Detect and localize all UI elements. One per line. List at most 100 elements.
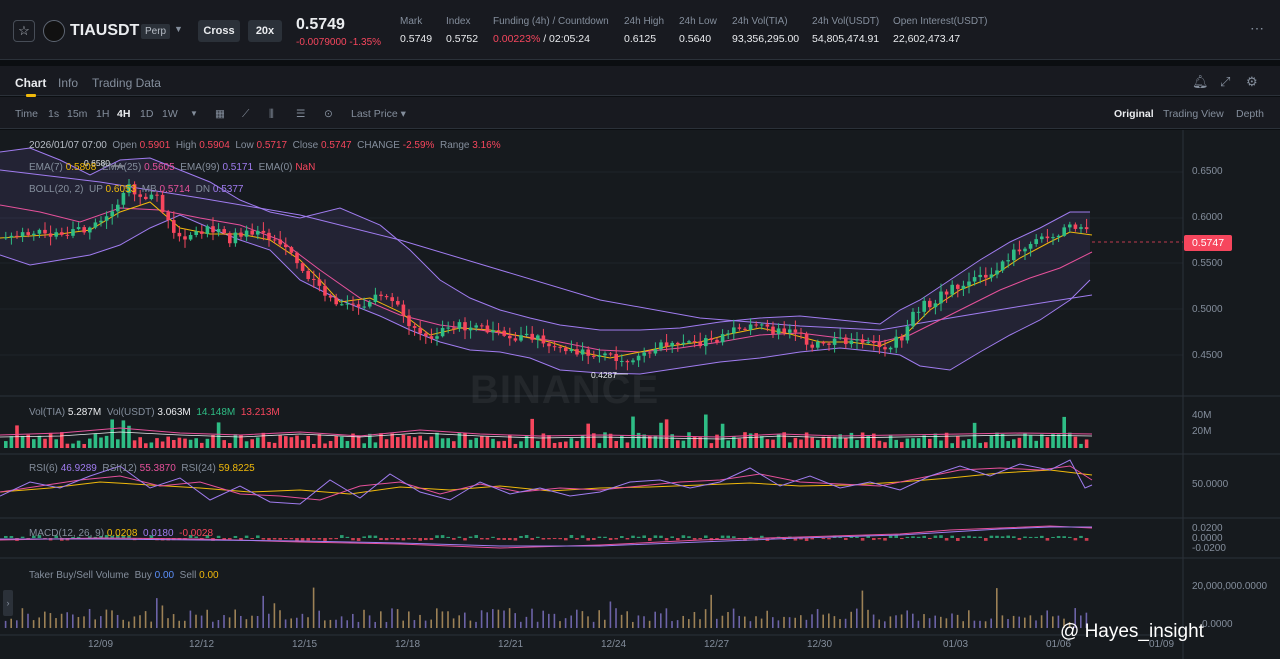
macd-bar (362, 536, 366, 538)
chart-area[interactable]: 0.6580 0.4287 BINANCE 2026/01/07 07:00 O… (0, 130, 1280, 659)
macd-bar (205, 535, 210, 538)
macd-bar (446, 536, 450, 538)
volume-bar (104, 435, 109, 448)
expand-icon[interactable]: ⤢ (1220, 74, 1231, 89)
volume-bar (670, 434, 674, 448)
candle-body (1034, 239, 1038, 245)
macd-bar (356, 538, 361, 541)
settings-icon[interactable]: ⚙ (1246, 74, 1258, 89)
candle-body (995, 270, 999, 275)
taker-bar (413, 620, 416, 628)
panel-collapse-handle[interactable]: › (3, 590, 13, 616)
view-trading-view[interactable]: Trading View (1163, 108, 1224, 120)
candle-body (900, 336, 904, 341)
volume-axis-tick: 40M (1192, 410, 1212, 421)
macd-bar (1040, 535, 1044, 538)
taker-bar (10, 618, 12, 628)
taker-bar (766, 610, 768, 628)
macd-bar (1062, 536, 1066, 538)
taker-bar (559, 621, 561, 628)
taker-bar (917, 620, 920, 628)
macd-bar (104, 535, 109, 538)
taker-bar (637, 615, 640, 628)
ellipsis-icon[interactable]: ⋯ (1250, 20, 1264, 36)
taker-bar (318, 610, 320, 628)
macd-bar (754, 538, 758, 541)
macd-bar (838, 536, 842, 538)
volume-bar (664, 419, 669, 448)
interval-1w[interactable]: 1W (162, 108, 178, 120)
symbol-dropdown-icon[interactable]: ▼ (174, 24, 183, 34)
interval-1s[interactable]: 1s (48, 108, 60, 120)
macd-bar (900, 538, 904, 540)
volume-bar (379, 433, 383, 448)
leverage-button[interactable]: 20x (248, 20, 282, 42)
macd-axis-tick: -0.0200 (1192, 543, 1226, 554)
macd-bar (9, 536, 14, 538)
macd-bar (620, 536, 624, 538)
candle-body (149, 194, 154, 200)
volume-bar (267, 441, 271, 448)
candle-body (754, 324, 758, 326)
taker-bar (912, 613, 914, 628)
volume-bar (82, 443, 86, 448)
drawing-tools-icon[interactable]: ☰ (296, 108, 306, 120)
symbol-name[interactable]: TIAUSDT (70, 22, 140, 39)
view-depth[interactable]: Depth (1236, 108, 1265, 120)
volume-bar (424, 440, 428, 448)
taker-bar (643, 616, 645, 628)
interval-4h[interactable]: 4H (117, 108, 131, 120)
taker-bar (581, 611, 584, 628)
price-source-select[interactable]: Last Price ▾ (351, 108, 406, 120)
taker-axis-tick: 0.0000 (1202, 619, 1233, 630)
macd-bar (317, 538, 322, 540)
taker-bar (531, 608, 533, 628)
bell-icon[interactable]: 🔔︎ (1192, 74, 1209, 89)
view-original[interactable]: Original (1114, 108, 1154, 120)
tab-trading-data[interactable]: Trading Data (92, 76, 161, 90)
chart-toolbar: Time 1s 15m 1H 4H 1D 1W ▼ ▦ ⟋ ⫼ ☰ ⊙ Last… (0, 97, 1280, 129)
taker-bar (396, 609, 399, 628)
taker-bar (783, 616, 785, 628)
taker-bar (144, 611, 147, 628)
volume-bar (474, 437, 478, 448)
volume-bar (373, 442, 378, 448)
volume-bar (816, 440, 820, 448)
volume-bar (961, 440, 966, 448)
taker-bar (676, 620, 679, 628)
taker-bar (710, 594, 712, 628)
favorite-star-icon[interactable]: ☆ (13, 20, 35, 42)
tab-chart[interactable]: Chart (15, 76, 47, 90)
interval-1d[interactable]: 1D (140, 108, 154, 120)
interval-15m[interactable]: 15m (67, 108, 88, 120)
macd-bar (564, 538, 568, 541)
taker-bar (1046, 610, 1048, 628)
volume-bar (748, 433, 753, 448)
taker-bar (424, 620, 427, 628)
candle-type-icon[interactable]: ⫼ (269, 108, 274, 120)
tab-info[interactable]: Info (58, 76, 79, 90)
margin-mode-button[interactable]: Cross (198, 20, 240, 42)
interval-1h[interactable]: 1H (96, 108, 110, 120)
volume-bar (536, 441, 540, 448)
volume-bar (9, 436, 14, 448)
target-icon[interactable]: ⊙ (324, 108, 333, 120)
candle-body (715, 339, 719, 343)
taker-bar (822, 614, 824, 628)
volume-bar (160, 441, 165, 448)
candle-body (424, 333, 428, 337)
indicator-icon[interactable]: ⟋ (242, 108, 250, 120)
volume-bar (956, 436, 960, 448)
volume-bar (384, 439, 389, 448)
calendar-icon[interactable]: ▦ (215, 108, 225, 120)
stat-value: 0.5749 (400, 33, 433, 45)
volume-bar (715, 434, 719, 448)
candle-body (211, 226, 215, 233)
candle-body (362, 306, 366, 308)
candle-body (771, 326, 775, 334)
candle-body (463, 322, 467, 331)
interval-dropdown-icon[interactable]: ▼ (190, 109, 198, 118)
volume-bar (698, 437, 702, 448)
macd-bar (653, 535, 658, 538)
volume-bar (866, 435, 870, 448)
